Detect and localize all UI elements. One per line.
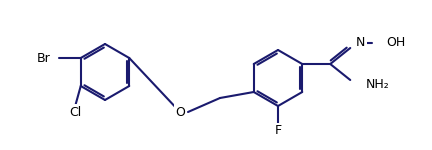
Text: F: F: [274, 124, 282, 138]
Text: O: O: [175, 105, 185, 118]
Text: Cl: Cl: [70, 105, 82, 118]
Text: NH₂: NH₂: [366, 78, 390, 92]
Text: N: N: [356, 36, 365, 50]
Text: OH: OH: [386, 36, 406, 50]
Text: Br: Br: [37, 51, 51, 64]
